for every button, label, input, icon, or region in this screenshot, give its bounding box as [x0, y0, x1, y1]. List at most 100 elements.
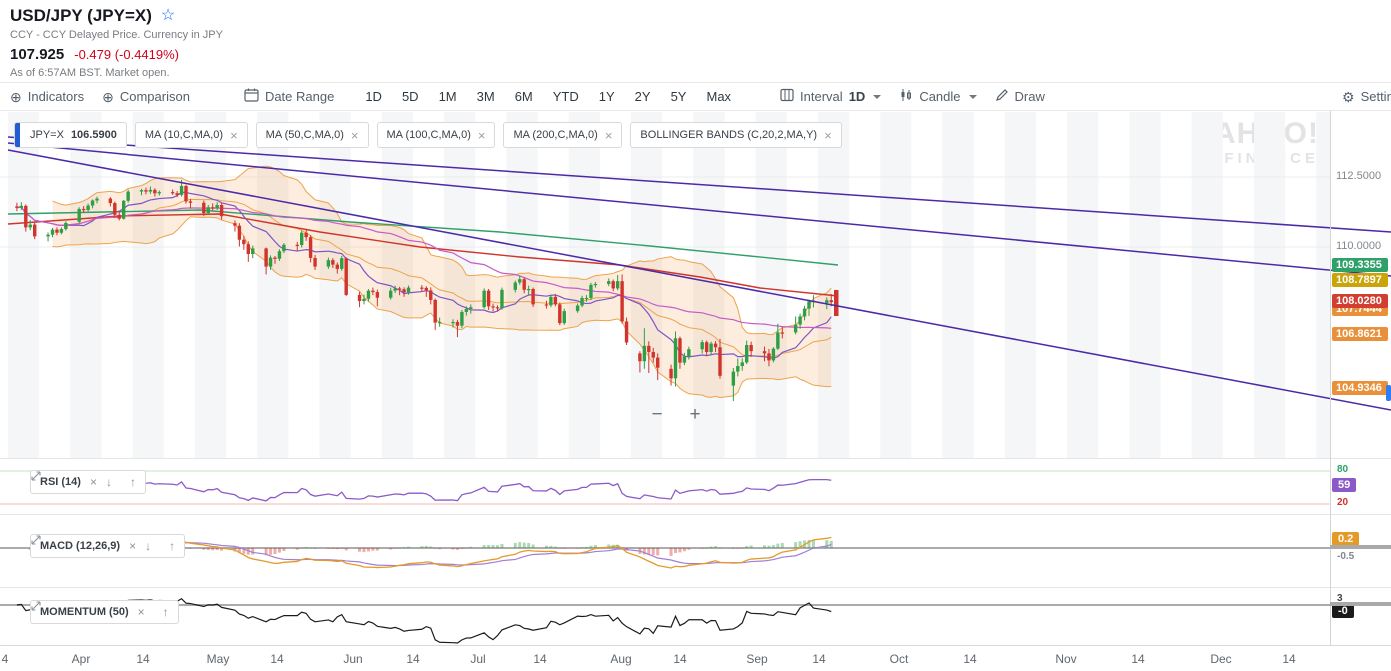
macd-histogram-bar [335, 548, 339, 550]
candle-body [704, 342, 709, 352]
momentum-chart-canvas[interactable] [0, 588, 1391, 646]
move-down-icon[interactable]: ↓ [145, 539, 152, 553]
candle-body [153, 189, 157, 194]
momentum-panel[interactable]: MOMENTUM (50) × ↑ [0, 587, 1391, 645]
legend-pill-label: MA (10,C,MA,0) [144, 129, 224, 141]
rsi-pill[interactable]: RSI (14) × ↓ ↑ [30, 470, 146, 494]
zoom-out-button[interactable]: − [645, 403, 669, 427]
series-legend-pill[interactable]: JPY=X 106.5900 [14, 122, 127, 148]
comparison-button[interactable]: ⊕ Comparison [102, 89, 190, 104]
range-button-max[interactable]: Max [697, 85, 740, 108]
x-axis-tick-label: Oct [889, 652, 909, 666]
macd-histogram-bar [393, 548, 397, 549]
macd-histogram-bar [429, 546, 433, 548]
favorite-star-icon[interactable]: ☆ [160, 7, 176, 24]
x-axis-tick-label: 14 [270, 652, 284, 666]
range-button-ytd[interactable]: YTD [544, 85, 588, 108]
rsi-panel[interactable]: RSI (14) × ↓ ↑ [0, 458, 1391, 514]
chart-type-dropdown[interactable]: Candle [899, 88, 977, 105]
macd-histogram-bar [451, 548, 455, 550]
macd-histogram-bar [237, 548, 241, 553]
x-axis: 4 Apr 14 May 14 Jun 14 Jul 14 Aug 14 Sep 14 Oct 14 Nov 1… [0, 645, 1391, 671]
scrollbar-thumb[interactable] [1386, 385, 1391, 401]
indicator-legend-pill[interactable]: BOLLINGER BANDS (C,20,2,MA,Y) × [630, 122, 842, 148]
range-button-6m[interactable]: 6M [506, 85, 542, 108]
macd-histogram-bar [647, 548, 651, 555]
close-icon[interactable]: × [477, 127, 486, 143]
macd-pill[interactable]: MACD (12,26,9) × ↓ ↑ [30, 534, 186, 558]
zoom-in-button[interactable]: + [683, 403, 707, 427]
range-button-1m[interactable]: 1M [430, 85, 466, 108]
macd-chart-canvas[interactable] [0, 515, 1391, 588]
candle-body [397, 288, 402, 290]
range-button-group: 1D 5D 1M 3M 6M YTD 1Y 2Y 5Y Max [356, 85, 740, 108]
move-up-icon[interactable]: ↑ [169, 539, 176, 553]
indicator-legend-pill[interactable]: MA (200,C,MA,0) × [503, 122, 623, 148]
candle-body [429, 290, 433, 300]
candle-body [798, 316, 802, 325]
macd-histogram-bar [366, 548, 370, 552]
close-icon[interactable]: × [604, 127, 613, 143]
macd-histogram-bar [242, 548, 246, 554]
move-up-icon[interactable]: ↑ [162, 605, 169, 619]
macd-histogram-bar [580, 547, 584, 548]
candle-body [344, 258, 348, 295]
move-down-icon[interactable]: ↓ [105, 475, 112, 489]
momentum-line [16, 598, 832, 644]
candle-body [544, 304, 549, 306]
price-chart-canvas[interactable] [0, 112, 1391, 458]
macd-histogram-bar [491, 545, 495, 548]
interval-label: Interval [800, 89, 843, 104]
candle-body [793, 324, 798, 333]
candle-body [682, 356, 687, 363]
candle-body [313, 257, 317, 267]
candle-body [424, 287, 428, 291]
macd-histogram-bar [206, 548, 210, 551]
draw-button[interactable]: Draw [995, 88, 1045, 105]
momentum-pill[interactable]: MOMENTUM (50) × ↑ [30, 600, 179, 624]
candle-body [749, 345, 753, 352]
range-button-3m[interactable]: 3M [468, 85, 504, 108]
range-button-1d[interactable]: 1D [356, 85, 391, 108]
close-icon[interactable]: × [350, 127, 359, 143]
candle-body [340, 258, 344, 269]
close-icon[interactable]: × [824, 127, 832, 143]
macd-histogram-bar [674, 548, 677, 553]
macd-histogram-bar [215, 548, 219, 551]
candle-body [829, 300, 833, 303]
candle-body [624, 321, 629, 343]
settings-button[interactable]: ⚙ Settings [1342, 89, 1391, 104]
indicator-legend-pill[interactable]: MA (50,C,MA,0) × [255, 122, 369, 148]
close-icon[interactable]: × [230, 127, 238, 143]
range-button-5d[interactable]: 5D [393, 85, 428, 108]
candle-body [433, 299, 437, 323]
interval-dropdown[interactable]: Interval 1D [780, 88, 882, 105]
move-up-icon[interactable]: ↑ [129, 475, 136, 489]
week-stripe [1129, 112, 1161, 458]
indicators-button[interactable]: ⊕ Indicators [10, 89, 84, 104]
indicator-legend-pill[interactable]: MA (100,C,MA,0) × [376, 122, 496, 148]
indicator-legend-pill[interactable]: MA (10,C,MA,0) × [134, 122, 248, 148]
macd-histogram-bar [745, 546, 749, 548]
macd-panel[interactable]: MACD (12,26,9) × ↓ ↑ [0, 514, 1391, 587]
candle-body [55, 229, 59, 233]
range-button-2y[interactable]: 2Y [626, 85, 660, 108]
candle-body [15, 206, 19, 208]
close-icon[interactable]: × [137, 605, 145, 619]
candle-body [126, 191, 130, 201]
range-button-1y[interactable]: 1Y [590, 85, 624, 108]
candle-body [669, 368, 673, 379]
range-button-5y[interactable]: 5Y [662, 85, 696, 108]
macd-histogram-bar [482, 545, 486, 548]
rsi-chart-canvas[interactable] [0, 459, 1391, 515]
macd-histogram-bar [455, 548, 459, 550]
close-icon[interactable]: × [129, 539, 137, 553]
candle-body [740, 362, 744, 366]
macd-histogram-bar [731, 548, 735, 549]
week-stripe [880, 112, 912, 458]
candle-body [460, 311, 464, 326]
candle-body [451, 322, 455, 324]
close-icon[interactable]: × [89, 475, 97, 489]
date-range-button[interactable]: Date Range [244, 88, 334, 105]
